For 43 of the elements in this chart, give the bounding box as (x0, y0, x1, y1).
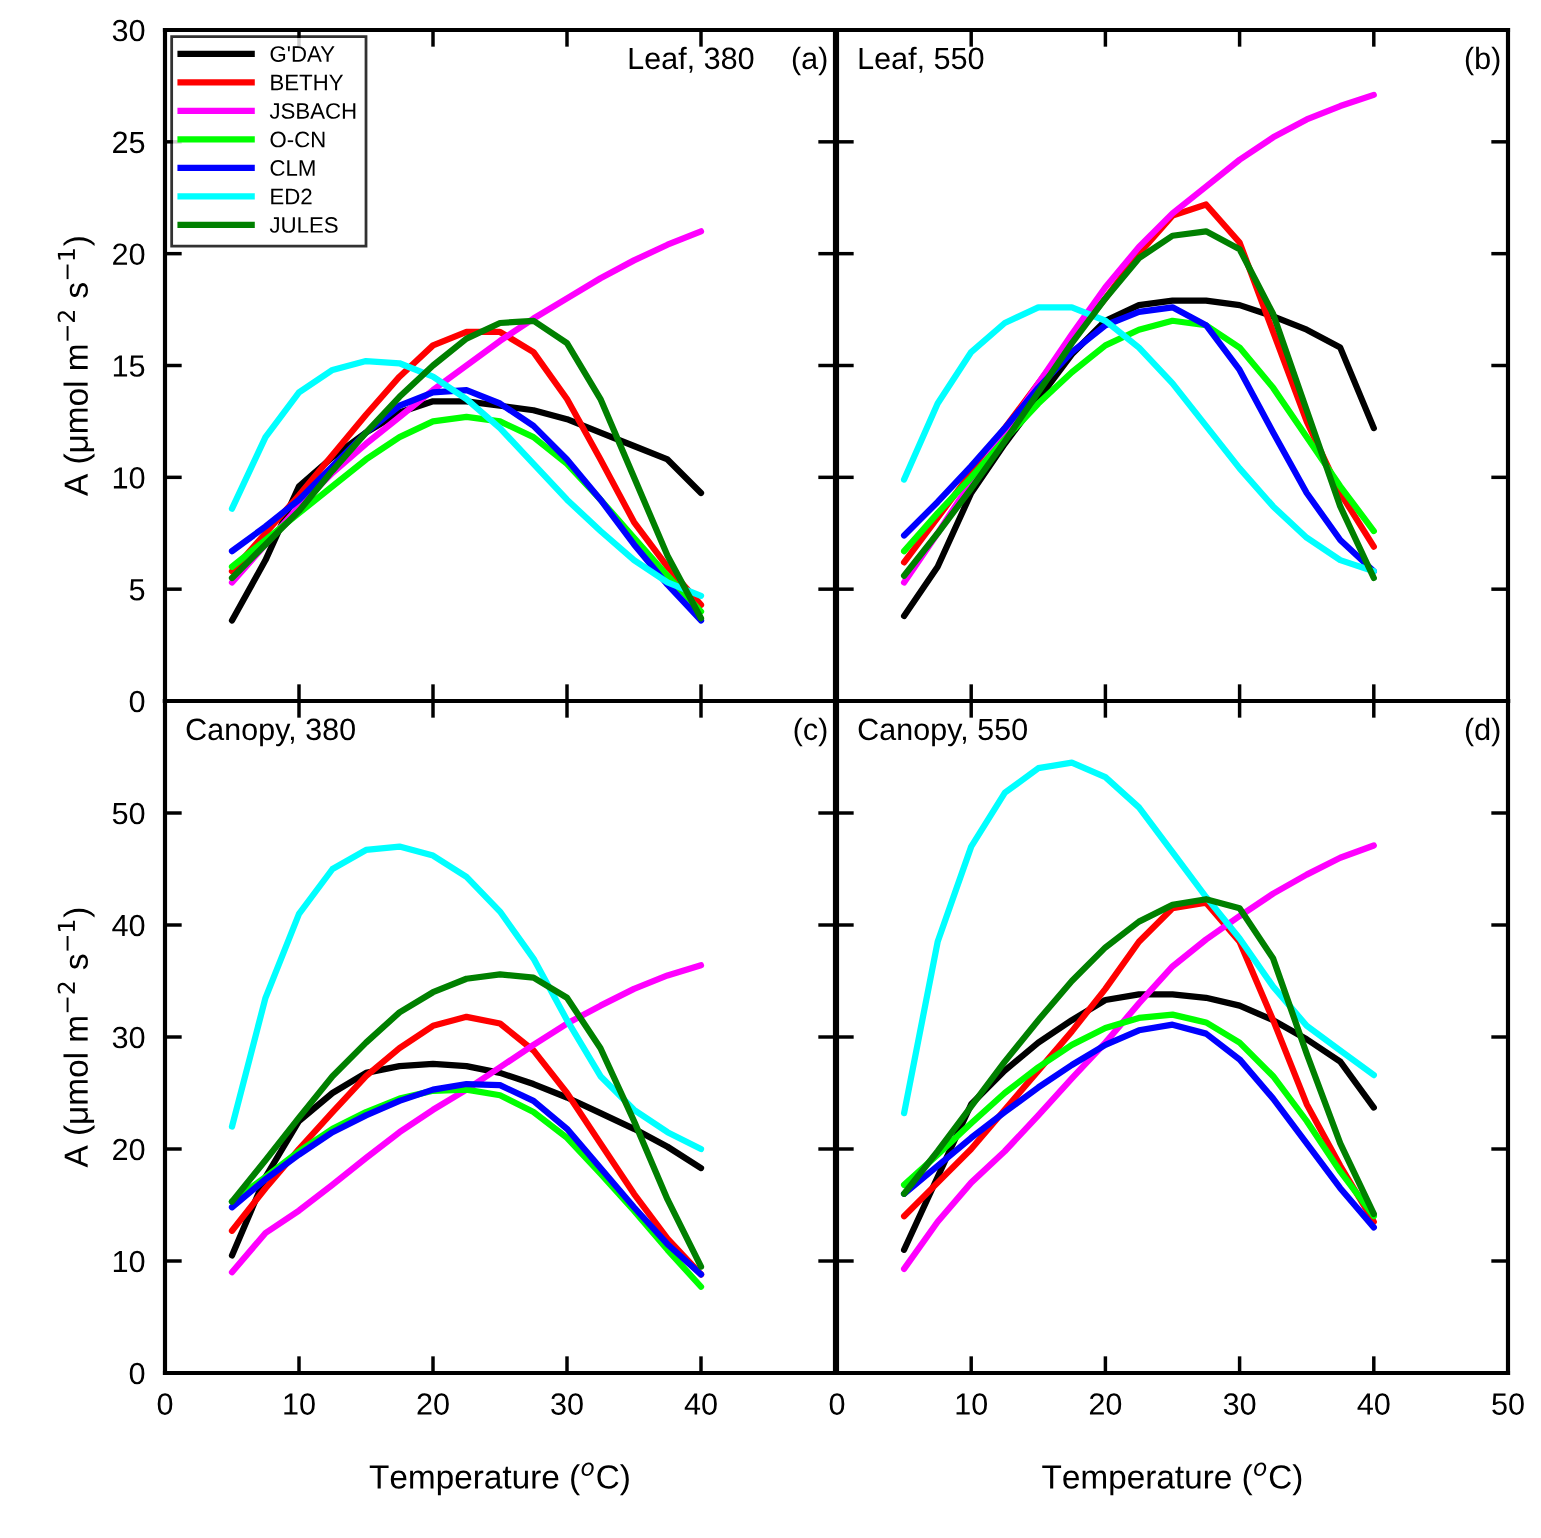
x-axis-title: Temperature ($^{o}$C) (1042, 1462, 1302, 1496)
x-axis-title: Temperature ($^{o}$C) (369, 1462, 629, 1496)
annotation: (c) (794, 717, 827, 747)
y-tick-label: 25 (113, 131, 145, 154)
y-axis-title: A (μmol m$^{−2}$ s$^{−1}$) (57, 908, 95, 1168)
legend-label: JSBACH (269, 103, 356, 119)
annotation: (d) (1465, 717, 1500, 747)
legend-label: O-CN (270, 131, 325, 148)
y-tick-label: 40 (112, 914, 145, 937)
y-tick-label: 20 (113, 243, 145, 266)
legend-label: CLM (270, 160, 315, 176)
text: Canopy, 380 (186, 718, 355, 747)
x-tick-label: 10 (956, 1393, 987, 1415)
y-tick-label: 30 (112, 19, 145, 42)
x-tick-label: 20 (1089, 1393, 1122, 1415)
chart-title: Leaf, 380 (629, 46, 754, 73)
annotation: (b) (1465, 46, 1500, 76)
legend-label: JULES (269, 217, 338, 233)
annotation: (a) (792, 46, 827, 76)
y-tick-label: 0 (129, 1362, 145, 1385)
x-tick-label: 40 (684, 1393, 717, 1415)
y-tick-label: 15 (113, 355, 145, 377)
x-tick-label: 0 (157, 1393, 173, 1415)
y-tick-label: 10 (113, 1250, 145, 1273)
legend-label: BETHY (271, 74, 344, 91)
legend-label: G'DAY (270, 46, 335, 62)
y-tick-label: 50 (112, 802, 145, 825)
y-tick-label: 30 (112, 1026, 145, 1049)
x-tick-label: 50 (1492, 1393, 1524, 1415)
legend-label: ED2 (271, 188, 312, 205)
x-tick-label: 20 (417, 1393, 449, 1415)
x-tick-label: 40 (1357, 1393, 1390, 1415)
y-tick-label: 10 (113, 467, 145, 489)
chart-title: Leaf, 550 (859, 46, 984, 73)
x-tick-label: 0 (829, 1393, 845, 1415)
y-tick-label: 0 (129, 690, 145, 713)
y-tick-label: 5 (129, 579, 145, 601)
x-tick-label: 30 (551, 1393, 583, 1415)
y-axis-title: A (μmol m$^{−2}$ s$^{−1}$) (57, 237, 95, 496)
y-tick-label: 20 (113, 1138, 145, 1161)
x-tick-label: 10 (284, 1393, 315, 1415)
x-tick-label: 30 (1223, 1393, 1256, 1415)
text: Canopy, 550 (858, 718, 1027, 747)
